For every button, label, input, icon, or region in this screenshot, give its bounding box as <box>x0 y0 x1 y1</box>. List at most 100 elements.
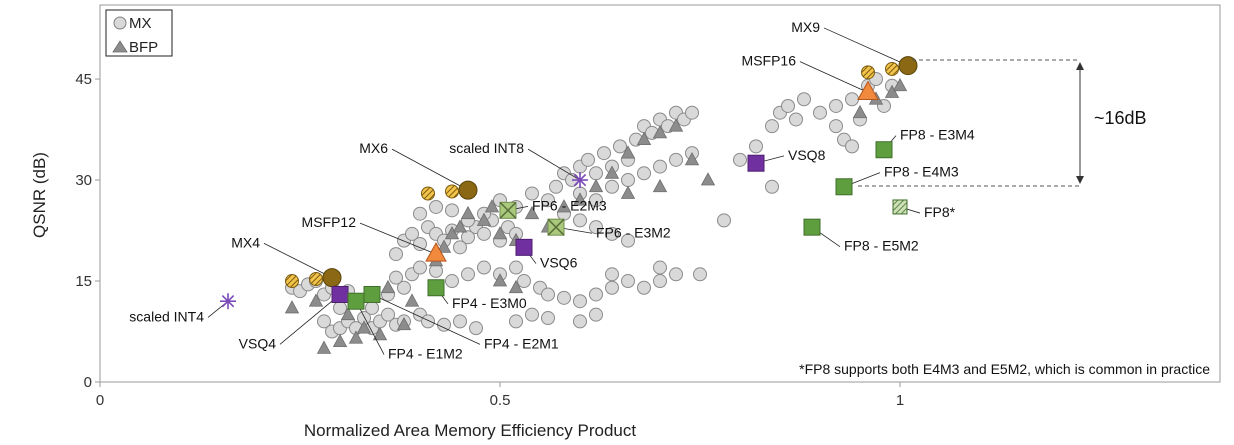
bfp-point <box>892 77 908 92</box>
mx-point <box>453 314 467 329</box>
fp6-e3m2-label: FP6 - E3M2 <box>596 224 671 240</box>
mx4-b-marker <box>309 271 323 286</box>
bfp-point <box>556 199 572 213</box>
mx-point <box>589 193 603 208</box>
mx-point <box>621 233 635 248</box>
x-axis-ticks: 0 0.5 1 <box>96 382 904 409</box>
annotation-labels: MX4 MX6 MX9 MSFP12 MSFP16 scaled INT4 scaled I… <box>129 19 975 362</box>
mx-point <box>389 247 403 262</box>
bfp-point <box>380 279 396 294</box>
legend-bfp-marker <box>112 40 128 53</box>
bfp-point <box>444 226 460 240</box>
bfp-point <box>620 145 636 159</box>
bfp-point <box>284 300 300 314</box>
vsq8-marker <box>747 154 765 172</box>
gap-arrow-head-bottom <box>1076 176 1084 184</box>
mx-point <box>829 119 843 134</box>
scaled-int8-marker <box>572 172 588 189</box>
vsq4-label: VSQ4 <box>239 335 277 351</box>
bfp-point <box>492 273 508 287</box>
bfp-point <box>636 131 652 146</box>
mx-point <box>733 152 747 167</box>
y-axis-title: QSNR (dB) <box>30 152 49 238</box>
msfp16-label: MSFP16 <box>742 53 797 69</box>
mx-point <box>621 274 635 289</box>
named-points <box>220 56 918 310</box>
vsq6-label: VSQ6 <box>540 255 578 271</box>
bfp-point <box>652 125 668 139</box>
mx-point <box>413 236 427 251</box>
fp8-label: FP8* <box>924 204 956 220</box>
bfp-point <box>404 293 420 307</box>
bfp-point <box>316 340 332 354</box>
mx-point <box>405 226 419 241</box>
mx-point <box>765 179 779 194</box>
mx-point <box>397 280 411 295</box>
fp4-e2m1-marker <box>363 285 381 303</box>
mx4-label: MX4 <box>231 234 260 250</box>
mx-point <box>749 139 763 154</box>
mx-point <box>461 267 475 282</box>
mx-point <box>797 92 811 107</box>
mx-point <box>421 314 435 329</box>
fp8-e5m2-label: FP8 - E5M2 <box>844 238 919 254</box>
legend-bfp-label: BFP <box>129 39 158 56</box>
x-tick-label: 1 <box>896 392 904 409</box>
bfp-point <box>508 279 524 294</box>
mx4-leader <box>263 242 333 279</box>
y-tick-label: 0 <box>84 374 92 391</box>
mx-point <box>541 193 555 208</box>
fp4-e1m2-label: FP4 - E1M2 <box>388 345 463 361</box>
scaled-int8-leader <box>527 148 581 181</box>
fp8-e3m4-marker <box>875 141 893 159</box>
mx-point <box>829 98 843 113</box>
fp8-e4m3-label: FP8 - E4M3 <box>884 164 959 180</box>
y-tick-label: 30 <box>75 172 92 189</box>
y-tick-label: 45 <box>75 71 92 88</box>
mx-point <box>717 213 731 228</box>
gap-label: ~16dB <box>1094 108 1147 128</box>
mx-point <box>605 267 619 282</box>
mx-point <box>597 146 611 161</box>
bfp-point <box>652 178 668 193</box>
mx-point <box>637 166 651 181</box>
mx-point <box>573 213 587 228</box>
mx-point <box>653 260 667 275</box>
mx-point <box>413 206 427 221</box>
fp4-e1m2-leader <box>355 301 385 355</box>
mx-point <box>781 98 795 113</box>
mx-point <box>389 270 403 285</box>
mx-point <box>333 300 347 315</box>
msfp12-leader <box>359 222 437 255</box>
mx-point <box>693 267 707 282</box>
mx-point <box>549 179 563 194</box>
vsq8-label: VSQ8 <box>788 147 826 163</box>
msfp16-leader <box>799 61 869 93</box>
mx-point <box>317 314 331 329</box>
mx-point <box>477 226 491 241</box>
bfp-point <box>332 333 348 348</box>
mx-point <box>605 226 619 241</box>
mx9-leader <box>823 27 909 66</box>
mx-point <box>813 105 827 120</box>
mx-point <box>509 314 523 329</box>
mx-point <box>517 274 531 289</box>
scaled-int8-label: scaled INT8 <box>449 140 524 156</box>
fp4-e1m2-marker <box>347 292 365 310</box>
mx-point <box>381 307 395 322</box>
bfp-point <box>452 219 468 233</box>
mx-point <box>445 274 459 289</box>
x-axis-title: Normalized Area Memory Efficiency Produc… <box>304 421 637 440</box>
y-axis-ticks: 0 15 30 45 <box>75 71 100 391</box>
scaled-int4-marker <box>220 293 236 310</box>
mx-point <box>669 267 683 282</box>
bfp-point <box>572 192 588 206</box>
bfp-point <box>588 178 604 193</box>
mx-point <box>653 159 667 174</box>
msfp16-marker <box>857 80 879 101</box>
bfp-point <box>852 104 868 119</box>
mx6-leader <box>391 148 469 191</box>
mx-point <box>469 321 483 336</box>
mx-point <box>581 152 595 167</box>
mx-point <box>477 260 491 275</box>
